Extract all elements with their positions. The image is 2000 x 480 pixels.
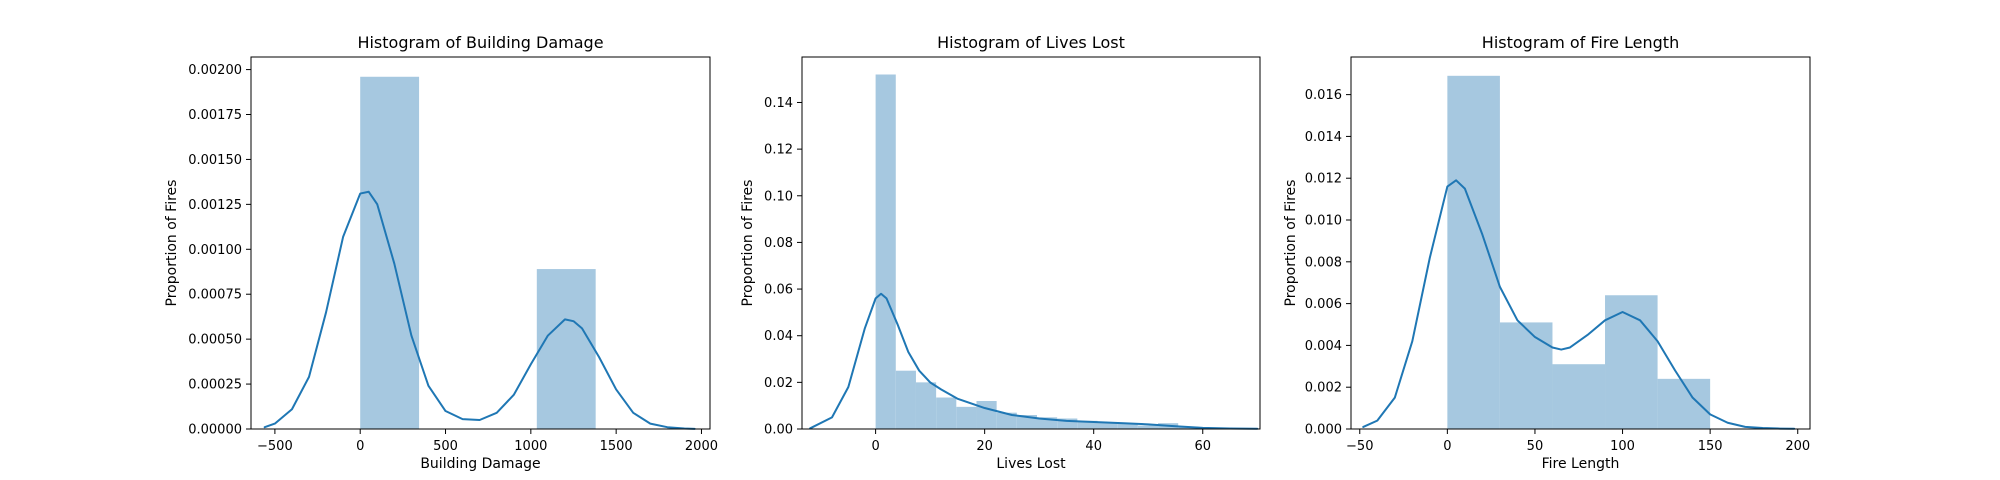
y-tick-label: 0.00050: [188, 333, 242, 348]
x-tick-label: 50: [1527, 439, 1544, 454]
y-axis-label: Proportion of Fires: [1283, 180, 1299, 307]
y-tick-label: 0.006: [1305, 297, 1342, 312]
histogram-bar: [1097, 422, 1118, 429]
x-tick-label: 0: [356, 439, 364, 454]
histogram-bar: [956, 406, 977, 429]
histogram-bar: [875, 74, 896, 430]
axes-frame: [1350, 56, 1811, 430]
x-axis-label: Fire Length: [1542, 456, 1620, 472]
histogram-bar: [536, 269, 596, 429]
y-tick-label: 0.00125: [188, 198, 242, 213]
x-tick-label: −50: [1346, 439, 1373, 454]
histogram-bar: [1657, 378, 1711, 429]
y-tick-label: 0.04: [764, 329, 793, 344]
chart-panel-fire-length: −50 0 50 100 150 200 0.000 0.002 0.004 0.006 0.008…: [1283, 33, 1811, 472]
histogram-bar: [915, 382, 937, 429]
kde-curve: [263, 190, 696, 430]
y-tick-label: 0.002: [1305, 381, 1342, 396]
histogram-bar: [1077, 420, 1098, 429]
x-tick-label: 150: [1698, 439, 1723, 454]
y-tick-label: 0.02: [764, 376, 793, 391]
y-tick-label: 0.00200: [188, 63, 242, 78]
histogram-bar: [1605, 295, 1658, 429]
chart-panel-lives-lost: 0 20 40 60 0.00 0.02 0.04 0.06 0.08 0.10 0.12 0.14 H…: [740, 33, 1261, 472]
x-axis-label: Lives Lost: [996, 456, 1066, 472]
kde-curve: [809, 292, 1259, 430]
y-tick-label: 0.00000: [188, 423, 242, 438]
histogram-bar: [360, 76, 420, 429]
axes-frame: [801, 56, 1261, 430]
y-tick-label: 0.000: [1305, 423, 1342, 438]
y-tick-label: 0.014: [1305, 130, 1342, 145]
chart-title: Histogram of Building Damage: [357, 33, 603, 52]
y-tick-label: 0.10: [764, 189, 793, 204]
histogram-bar: [1117, 423, 1138, 429]
histogram-bar: [895, 370, 916, 429]
y-tick-label: 0.00: [764, 423, 793, 438]
y-tick-label: 0.12: [764, 143, 793, 158]
x-tick-label: 0: [871, 439, 879, 454]
y-tick-label: 0.008: [1305, 255, 1342, 270]
x-tick-label: −500: [257, 439, 293, 454]
y-tick-label: 0.08: [764, 236, 793, 251]
y-tick-label: 0.06: [764, 283, 793, 298]
y-tick-label: 0.00100: [188, 243, 242, 258]
histogram-bar: [936, 397, 957, 429]
x-tick-label: 200: [1785, 439, 1810, 454]
x-tick-label: 1000: [514, 439, 547, 454]
y-axis-label: Proportion of Fires: [164, 180, 180, 307]
y-tick-label: 0.00150: [188, 153, 242, 168]
chart-title: Histogram of Fire Length: [1482, 33, 1679, 52]
y-tick-label: 0.14: [764, 96, 793, 111]
x-tick-label: 20: [976, 439, 993, 454]
y-tick-label: 0.012: [1305, 172, 1342, 187]
y-tick-label: 0.00075: [188, 288, 242, 303]
y-tick-label: 0.004: [1305, 339, 1342, 354]
histogram-bar: [976, 401, 997, 429]
axes-frame: [250, 56, 711, 430]
histogram-bar: [1552, 364, 1606, 429]
x-axis-label: Building Damage: [420, 456, 540, 472]
histogram-bar: [1057, 418, 1078, 429]
histogram-bar: [996, 412, 1017, 429]
x-tick-label: 2000: [685, 439, 718, 454]
histogram-bar: [1036, 417, 1058, 429]
kde-curve: [1362, 179, 1796, 430]
histogram-bar: [1447, 75, 1500, 429]
histogram-bar: [1137, 425, 1159, 429]
x-tick-label: 0: [1443, 439, 1451, 454]
histogram-bar: [1499, 322, 1553, 429]
x-tick-label: 60: [1194, 439, 1211, 454]
y-axis-label: Proportion of Fires: [740, 180, 756, 307]
chart-panel-building-damage: −500 0 500 1000 1500 2000 0.00000 0.00025 0.0005…: [164, 33, 718, 472]
chart-title: Histogram of Lives Lost: [937, 33, 1125, 52]
y-tick-label: 0.010: [1305, 214, 1342, 229]
x-tick-label: 40: [1085, 439, 1102, 454]
y-tick-label: 0.00175: [188, 108, 242, 123]
x-tick-label: 100: [1610, 439, 1635, 454]
x-tick-label: 1500: [600, 439, 633, 454]
y-tick-label: 0.00025: [188, 378, 242, 393]
y-tick-label: 0.016: [1305, 88, 1342, 103]
x-tick-label: 500: [433, 439, 458, 454]
